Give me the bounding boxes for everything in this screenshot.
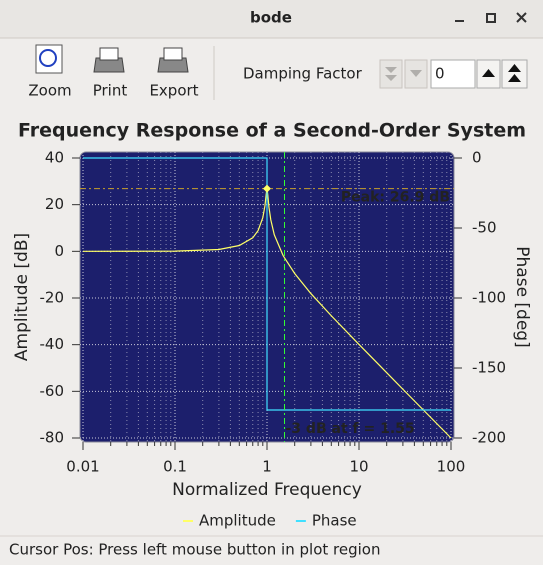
- zoom-icon: [39, 49, 57, 67]
- zoom-button[interactable]: Zoom: [28, 44, 72, 100]
- y-tick-label: -40: [40, 335, 65, 353]
- peak-marker: [263, 184, 271, 193]
- x-tick-label: 100: [437, 458, 466, 476]
- damping-input[interactable]: [430, 59, 476, 89]
- status-text: Cursor Pos: Press left mouse button in p…: [9, 541, 380, 559]
- close-button[interactable]: [516, 12, 527, 23]
- y2-tick-label: -100: [472, 289, 506, 307]
- y-tick-label: -80: [40, 429, 65, 447]
- y-tick-label: 40: [45, 149, 64, 167]
- series-line: [83, 157, 451, 411]
- x-tick-label: 0.01: [66, 458, 99, 476]
- y2-axis-label: Phase [deg]: [512, 246, 532, 347]
- series-line: [82, 188, 452, 439]
- damping-value: 0: [435, 65, 445, 83]
- export-icon: [163, 47, 183, 61]
- print-icon: [99, 47, 119, 61]
- spin-icon: [482, 69, 495, 77]
- y-tick-label: 20: [45, 195, 64, 213]
- peak-label: Peak: 26.9 dB: [341, 190, 450, 206]
- axes: 0.01 0.1 1 10 100-80-60-40-2002040-200-150-1…: [40, 149, 507, 476]
- x-tick-label: 10: [349, 458, 368, 476]
- x-tick-label: 1: [262, 458, 272, 476]
- toolbar-label: Zoom: [28, 82, 71, 100]
- legend-label: Amplitude: [199, 512, 276, 530]
- title-bar: [0, 0, 543, 38]
- spin-icon: [508, 64, 521, 82]
- x-tick-label: 0.1: [163, 458, 187, 476]
- y2-tick-label: -200: [472, 429, 506, 447]
- toolbar-label: Print: [93, 82, 128, 100]
- spin-icon: [385, 67, 397, 81]
- toolbar-label: Export: [149, 82, 198, 100]
- legend-label: Phase: [312, 512, 357, 530]
- x-axis-label: Normalized Frequency: [172, 480, 362, 500]
- maximize-button[interactable]: [486, 13, 496, 23]
- y2-tick-label: -50: [472, 219, 497, 237]
- spin-down-button[interactable]: [379, 59, 403, 89]
- y-tick-label: -60: [40, 382, 65, 400]
- y-tick-label: -20: [40, 289, 65, 307]
- cutoff-label: -3 dB at f = 1.55: [286, 421, 415, 437]
- y-tick-label: 0: [54, 242, 64, 260]
- window-title: bode: [250, 9, 292, 27]
- y-axis-label: Amplitude [dB]: [12, 233, 32, 361]
- plot-area: Peak: 26.9 dB -3 dB at f = 1.55: [80, 152, 454, 442]
- chart-title: Frequency Response of a Second-Order Sys…: [18, 120, 526, 142]
- y2-tick-label: 0: [472, 149, 482, 167]
- y2-tick-label: -150: [472, 359, 506, 377]
- spin-icon: [410, 70, 422, 77]
- export-button[interactable]: Export: [149, 47, 199, 100]
- legend: Amplitude Phase: [183, 512, 357, 530]
- print-button[interactable]: Print: [93, 47, 128, 100]
- damping-label: Damping Factor: [243, 65, 363, 83]
